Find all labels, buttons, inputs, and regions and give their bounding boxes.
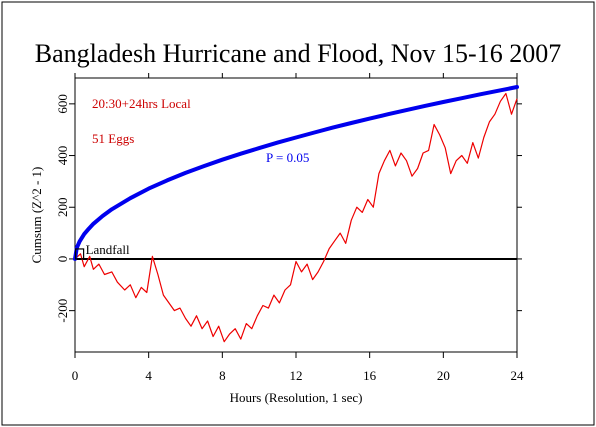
- landfall-label: Landfall: [86, 242, 130, 257]
- cumsum-line: [74, 92, 518, 343]
- x-tick-label: 24: [511, 368, 525, 383]
- y-tick-label: -200: [55, 299, 70, 323]
- x-tick-label: 0: [72, 368, 79, 383]
- y-axis-label: Cumsum (Z^2 - 1): [29, 167, 44, 264]
- x-tick-label: 4: [145, 368, 152, 383]
- p-value-label: P = 0.05: [266, 150, 309, 165]
- y-tick-label: 0: [55, 256, 70, 263]
- chart-title: Bangladesh Hurricane and Flood, Nov 15-1…: [35, 39, 561, 68]
- envelope-line: [73, 85, 519, 261]
- y-tick-label: 200: [55, 197, 70, 217]
- time-window-label: 20:30+24hrs Local: [92, 96, 191, 111]
- landfall-marker: [75, 248, 85, 260]
- x-tick-label: 16: [363, 368, 377, 383]
- y-tick-label: 400: [55, 146, 70, 166]
- plot-area: [74, 77, 518, 353]
- egg-count-label: 51 Eggs: [92, 131, 134, 146]
- y-tick-label: 600: [55, 94, 70, 114]
- x-tick-label: 12: [290, 368, 303, 383]
- x-tick-label: 8: [219, 368, 226, 383]
- x-tick-label: 20: [437, 368, 450, 383]
- x-axis-label: Hours (Resolution, 1 sec): [230, 390, 363, 405]
